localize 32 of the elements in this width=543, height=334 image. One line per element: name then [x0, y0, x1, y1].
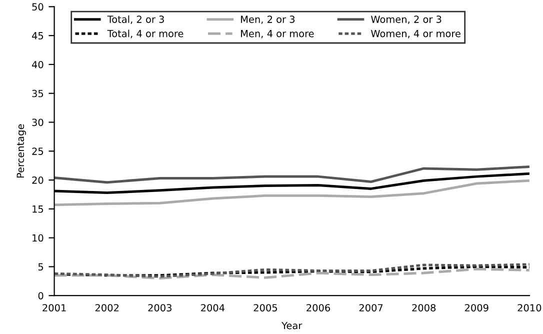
legend-label: Women, 4 or more — [371, 30, 460, 38]
legend-label: Women, 2 or 3 — [371, 16, 442, 24]
line-series — [54, 268, 530, 280]
y-tick-label: 20 — [32, 176, 44, 184]
line-series — [54, 179, 530, 206]
y-tick-label: 45 — [32, 32, 44, 40]
x-tick-label: 2004 — [201, 304, 224, 312]
y-tick-label: 30 — [32, 118, 44, 126]
y-tick-label: 40 — [32, 60, 44, 68]
x-tick-label: 2010 — [518, 304, 542, 312]
y-axis-title: Percentage — [16, 124, 26, 178]
y-tick-label: 5 — [38, 263, 44, 271]
legend-label: Men, 2 or 3 — [241, 16, 295, 24]
y-tick-label: 0 — [38, 292, 44, 300]
x-tick-label: 2001 — [42, 304, 66, 312]
y-tick-label: 35 — [32, 90, 44, 98]
x-tick-label: 2006 — [306, 304, 330, 312]
legend-label: Men, 4 or more — [241, 30, 314, 38]
legend-label: Total, 2 or 3 — [107, 15, 164, 24]
x-tick-label: 2003 — [148, 304, 172, 312]
x-tick-label: 2009 — [464, 304, 488, 312]
x-tick-label: 2005 — [254, 304, 277, 312]
y-tick-label: 10 — [32, 234, 44, 242]
x-tick-label: 2007 — [359, 304, 383, 312]
legend-label: Total, 4 or more — [107, 30, 184, 38]
y-tick-label: 50 — [32, 3, 44, 11]
x-tick-label: 2008 — [412, 304, 436, 312]
y-tick-label: 25 — [32, 148, 44, 155]
x-tick-label: 2002 — [95, 304, 118, 312]
y-tick-label: 15 — [32, 206, 44, 213]
line-series — [54, 165, 530, 184]
x-axis-title: Year — [282, 322, 302, 330]
